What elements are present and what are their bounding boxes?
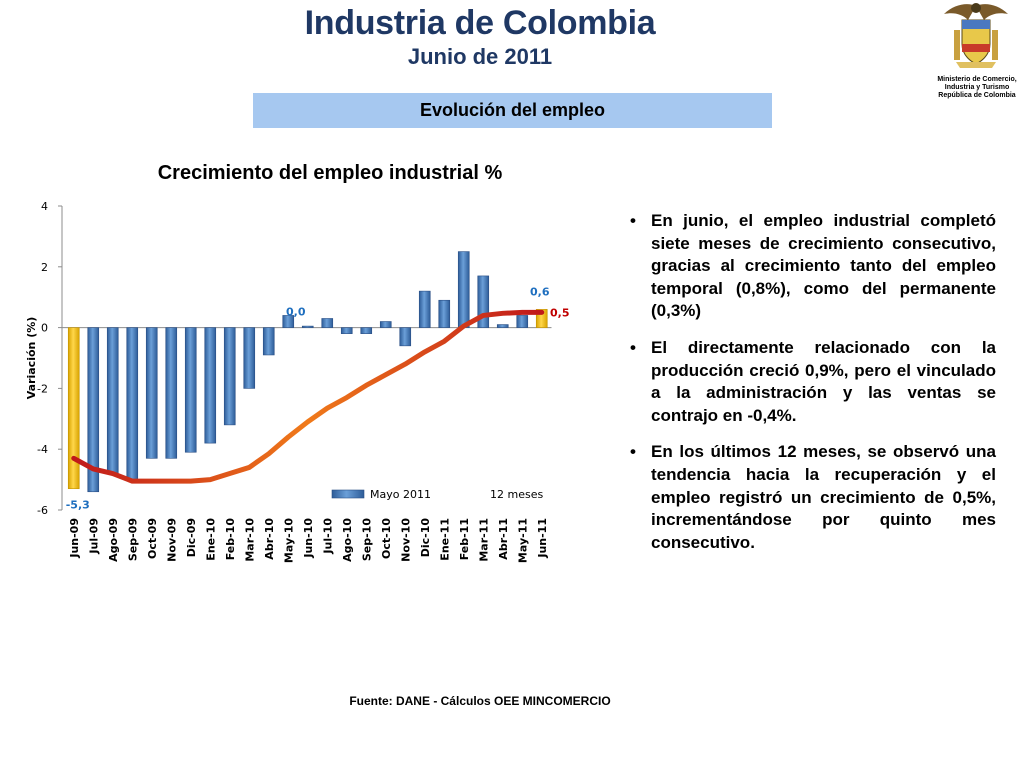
y-tick-label: -2 bbox=[37, 382, 48, 395]
y-tick-label: -4 bbox=[37, 443, 48, 456]
bar bbox=[262, 327, 275, 356]
y-tick-label: 0 bbox=[41, 322, 48, 335]
line-12-meses bbox=[71, 309, 545, 484]
x-tick-label: Nov-09 bbox=[165, 518, 178, 562]
bar bbox=[438, 299, 451, 328]
data-label: -5,3 bbox=[66, 499, 90, 512]
bar bbox=[126, 327, 139, 480]
bullet-text: El directamente relacionado con la produ… bbox=[651, 337, 996, 425]
x-tick-label: Ene-11 bbox=[438, 518, 451, 561]
bullet-text: En junio, el empleo industrial completó … bbox=[651, 211, 996, 321]
coat-of-arms-icon bbox=[944, 3, 1008, 68]
legend-swatch-bar bbox=[331, 489, 365, 499]
page-title: Industria de Colombia bbox=[304, 4, 656, 42]
legend-label: 12 meses bbox=[490, 488, 543, 501]
bar bbox=[165, 327, 178, 459]
x-tick-label: May-11 bbox=[516, 518, 529, 563]
bar bbox=[87, 327, 100, 493]
bar bbox=[535, 309, 548, 328]
bar bbox=[379, 321, 392, 328]
bar bbox=[399, 327, 412, 347]
bar bbox=[340, 327, 353, 334]
x-tick-label: Ago-09 bbox=[107, 518, 120, 562]
x-tick-label: Abr-11 bbox=[497, 518, 510, 560]
bar bbox=[243, 327, 256, 389]
y-axis-label: Variación (%) bbox=[25, 317, 38, 400]
x-tick-label: Jun-10 bbox=[302, 518, 315, 559]
bar bbox=[145, 327, 158, 459]
ministry-line: República de Colombia bbox=[938, 92, 1016, 99]
x-tick-label: Sep-10 bbox=[360, 518, 373, 561]
bullet-symbol: • bbox=[630, 337, 636, 357]
bar bbox=[184, 327, 197, 453]
x-tick-label: Abr-10 bbox=[263, 518, 276, 560]
ministry-line: Industria y Turismo bbox=[944, 84, 1010, 91]
bar bbox=[204, 327, 217, 444]
x-tick-label: Mar-10 bbox=[243, 518, 256, 562]
section-header: Evolución del empleo bbox=[253, 93, 772, 128]
source-note: Fuente: DANE - Cálculos OEE MINCOMERCIO bbox=[349, 694, 611, 708]
bullet-symbol: • bbox=[630, 442, 636, 462]
bar bbox=[321, 318, 334, 328]
bar bbox=[223, 327, 236, 426]
ministry-caption: Ministerio de Comercio, Industria y Turi… bbox=[918, 76, 1024, 100]
bullet-item: • El directamente relacionado con la prod… bbox=[620, 337, 996, 427]
bullet-text: En los últimos 12 meses, se observó una … bbox=[651, 442, 996, 552]
x-tick-label: Ene-10 bbox=[204, 518, 217, 561]
bar bbox=[301, 325, 314, 328]
x-tick-label: Oct-09 bbox=[146, 518, 159, 559]
chart-title: Crecimiento del empleo industrial % bbox=[157, 162, 503, 184]
x-tick-label: Jun-11 bbox=[536, 518, 549, 559]
x-tick-label: May-10 bbox=[282, 518, 295, 563]
x-tick-label: Jul-09 bbox=[87, 518, 100, 555]
y-tick-label: 4 bbox=[41, 200, 48, 213]
x-tick-label: Oct-10 bbox=[380, 518, 393, 559]
legend-label: Mayo 2011 bbox=[370, 488, 431, 501]
data-label: 0,6 bbox=[530, 285, 550, 298]
ministry-line: Ministerio de Comercio, bbox=[937, 76, 1017, 83]
data-label: 0,5 bbox=[550, 306, 570, 319]
x-tick-label: Jun-09 bbox=[68, 518, 81, 559]
bar bbox=[67, 327, 80, 490]
bar bbox=[457, 251, 470, 328]
x-tick-label: Ago-10 bbox=[341, 518, 354, 562]
employment-growth-chart: 4 2 0 -2 -4 -6 Variación (%) Jun-09 Jul-09 Ago-09… bbox=[25, 200, 570, 563]
x-tick-label: Dic-09 bbox=[185, 518, 198, 557]
bullet-item: • En junio, el empleo industrial completó… bbox=[620, 210, 996, 323]
bar bbox=[516, 315, 529, 328]
bar bbox=[496, 324, 509, 328]
bullet-item: • En los últimos 12 meses, se observó una… bbox=[620, 441, 996, 554]
y-tick-label: -6 bbox=[37, 504, 48, 517]
x-tick-label: Feb-10 bbox=[224, 518, 237, 561]
data-label: 0,0 bbox=[286, 306, 306, 319]
x-tick-label: Sep-09 bbox=[126, 518, 139, 561]
bar bbox=[106, 327, 119, 474]
y-tick-label: 2 bbox=[41, 261, 48, 274]
bar bbox=[418, 290, 431, 328]
bar bbox=[477, 275, 490, 328]
x-tick-label: Feb-11 bbox=[458, 518, 471, 560]
bar bbox=[360, 327, 373, 334]
bar bbox=[282, 315, 295, 328]
summary-bullets: • En junio, el empleo industrial completó… bbox=[620, 210, 996, 568]
x-tick-label: Jul-10 bbox=[321, 518, 334, 555]
x-tick-label: Mar-11 bbox=[477, 518, 490, 562]
bullet-symbol: • bbox=[630, 211, 636, 230]
page-subtitle: Junio de 2011 bbox=[407, 44, 553, 69]
x-tick-label: Dic-10 bbox=[419, 518, 432, 558]
x-tick-label: Nov-10 bbox=[399, 518, 412, 562]
